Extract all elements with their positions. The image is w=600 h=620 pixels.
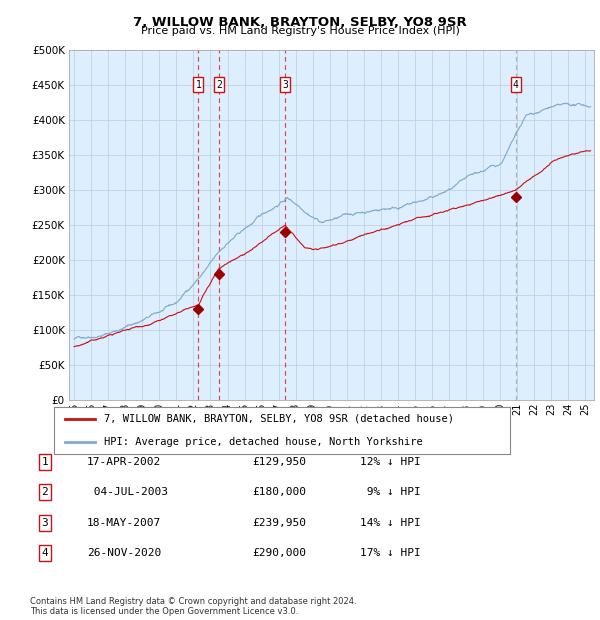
Text: 7, WILLOW BANK, BRAYTON, SELBY, YO8 9SR (detached house): 7, WILLOW BANK, BRAYTON, SELBY, YO8 9SR … [104, 414, 454, 424]
Text: 1: 1 [41, 457, 49, 467]
Text: £239,950: £239,950 [252, 518, 306, 528]
Text: 9% ↓ HPI: 9% ↓ HPI [360, 487, 421, 497]
Text: £180,000: £180,000 [252, 487, 306, 497]
Text: 17-APR-2002: 17-APR-2002 [87, 457, 161, 467]
Text: Contains HM Land Registry data © Crown copyright and database right 2024.: Contains HM Land Registry data © Crown c… [30, 597, 356, 606]
Text: 18-MAY-2007: 18-MAY-2007 [87, 518, 161, 528]
Text: 2: 2 [41, 487, 49, 497]
Text: £290,000: £290,000 [252, 548, 306, 558]
Text: 4: 4 [512, 79, 518, 90]
Text: 2: 2 [216, 79, 222, 90]
Text: 26-NOV-2020: 26-NOV-2020 [87, 548, 161, 558]
Text: 4: 4 [41, 548, 49, 558]
Text: 04-JUL-2003: 04-JUL-2003 [87, 487, 168, 497]
Text: 7, WILLOW BANK, BRAYTON, SELBY, YO8 9SR: 7, WILLOW BANK, BRAYTON, SELBY, YO8 9SR [133, 16, 467, 29]
Text: This data is licensed under the Open Government Licence v3.0.: This data is licensed under the Open Gov… [30, 606, 298, 616]
Text: Price paid vs. HM Land Registry's House Price Index (HPI): Price paid vs. HM Land Registry's House … [140, 26, 460, 36]
Text: 3: 3 [41, 518, 49, 528]
Text: £129,950: £129,950 [252, 457, 306, 467]
Text: 17% ↓ HPI: 17% ↓ HPI [360, 548, 421, 558]
Text: 14% ↓ HPI: 14% ↓ HPI [360, 518, 421, 528]
Text: 1: 1 [196, 79, 202, 90]
Text: HPI: Average price, detached house, North Yorkshire: HPI: Average price, detached house, Nort… [104, 437, 423, 447]
Text: 12% ↓ HPI: 12% ↓ HPI [360, 457, 421, 467]
Text: 3: 3 [282, 79, 288, 90]
